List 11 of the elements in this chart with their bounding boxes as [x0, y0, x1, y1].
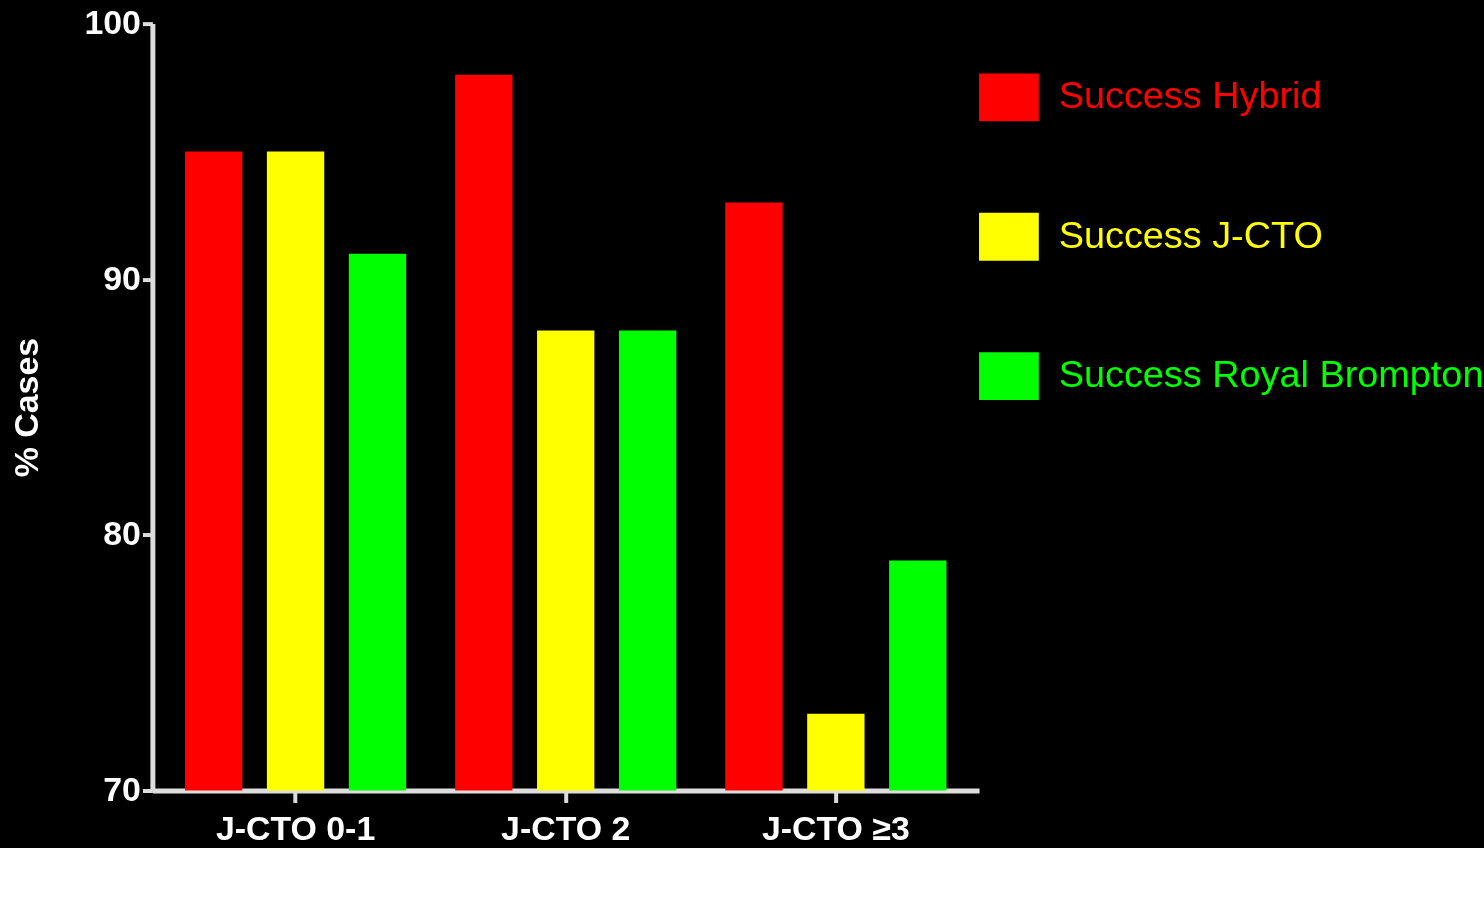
y-tick-label: 70 [103, 769, 141, 808]
y-tick-label: 90 [103, 258, 141, 297]
y-tick-label: 80 [103, 514, 141, 553]
legend-label: Success Hybrid [1058, 74, 1322, 117]
x-tick-label: J-CTO 0-1 [215, 808, 376, 847]
legend-label: Success J-CTO [1058, 213, 1323, 256]
y-tick-label: 100 [84, 3, 141, 42]
legend-label: Success Royal Brompton [1058, 353, 1484, 396]
y-axis-title: % Cases [6, 337, 45, 478]
x-tick-label: J-CTO 2 [501, 808, 631, 847]
x-tick-label: J-CTO ≥3 [761, 808, 910, 847]
